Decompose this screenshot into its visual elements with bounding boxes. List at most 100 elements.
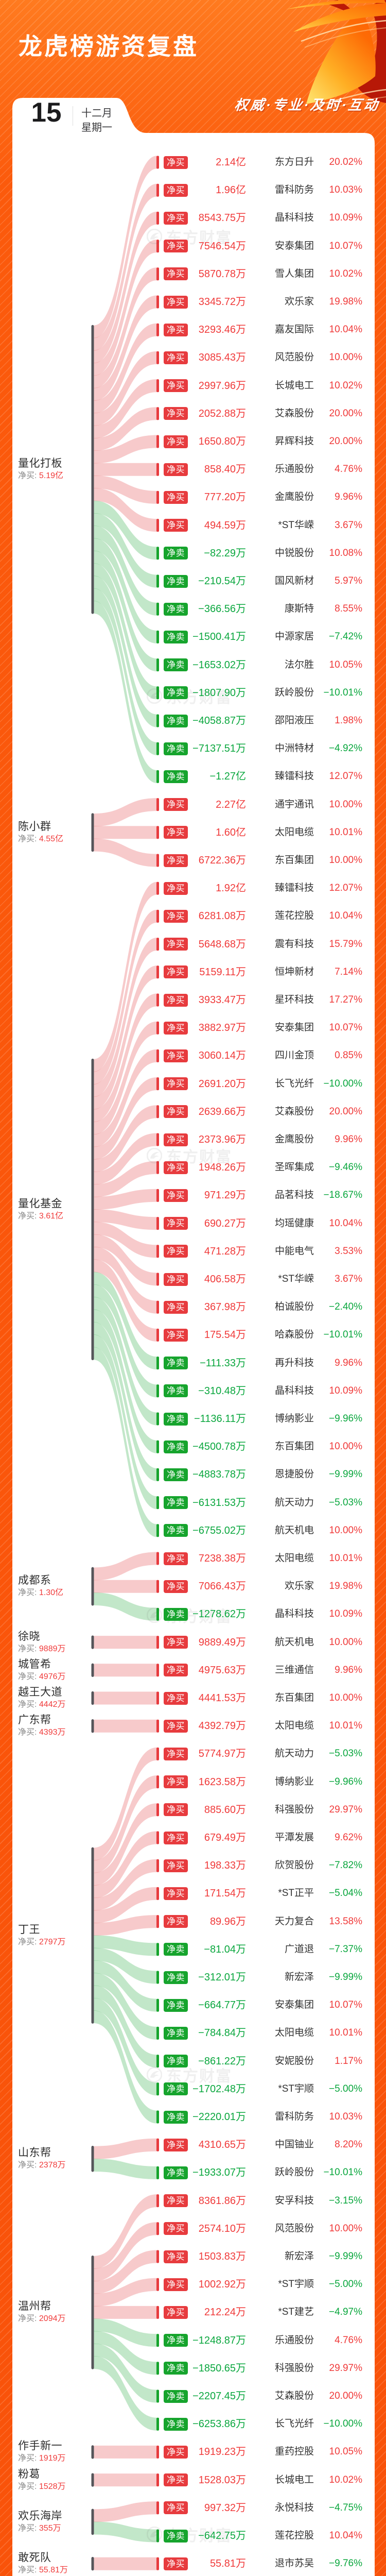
row-stock-name[interactable]: 雪人集团: [274, 268, 314, 279]
row-stock-name[interactable]: 长飞光纤: [274, 1078, 314, 1089]
row-amount: 367.98万: [204, 1301, 246, 1313]
row-stock-name[interactable]: 安孚科技: [274, 2195, 314, 2206]
row-stock-name[interactable]: 莲花控股: [274, 910, 314, 922]
row-stock-name[interactable]: 东百集团: [274, 1441, 314, 1452]
buy-badge: 净买: [164, 1719, 188, 1733]
row-stock-name[interactable]: 欢乐家: [284, 296, 314, 307]
row-stock-name[interactable]: 风范股份: [274, 2223, 314, 2234]
row-stock-name[interactable]: *ST正平: [278, 1888, 314, 1899]
row-stock-name[interactable]: 欢乐家: [284, 1581, 314, 1592]
row-amount: 7066.43万: [198, 1581, 246, 1592]
row-stock-name[interactable]: 中源家居: [274, 631, 314, 642]
buy-badge: 净买: [164, 1273, 188, 1286]
row-stock-name[interactable]: 退市苏吴: [274, 2558, 314, 2569]
row-stock-name[interactable]: 太阳电缆: [274, 1720, 314, 1732]
row-stock-name[interactable]: 广道退: [284, 1943, 314, 1955]
row-stock-name[interactable]: 法尔胜: [284, 659, 314, 670]
row-stock-name[interactable]: 中洲特材: [274, 743, 314, 754]
row-stock-name[interactable]: 中能电气: [274, 1245, 314, 1257]
row-stock-name[interactable]: 恒坤新材: [274, 966, 314, 977]
row-amount: −784.84万: [198, 2027, 246, 2039]
row-stock-name[interactable]: 哈森股份: [274, 1329, 314, 1341]
row-stock-name[interactable]: 三维通信: [274, 1664, 314, 1675]
row-stock-name[interactable]: *ST华嵘: [278, 1274, 314, 1284]
row-stock-name[interactable]: 金鹰股份: [274, 1134, 314, 1145]
row-stock-name[interactable]: 艾森股份: [274, 2391, 314, 2401]
row-stock-name[interactable]: 艾森股份: [274, 408, 314, 419]
row-amount: −366.56万: [198, 603, 246, 615]
row-stock-name[interactable]: 国风新材: [274, 575, 314, 586]
row-stock-name[interactable]: 航天机电: [274, 1524, 314, 1536]
row-stock-name[interactable]: 东方日升: [274, 157, 314, 167]
row-stock-name[interactable]: 圣晖集成: [274, 1162, 314, 1173]
row-stock-name[interactable]: 长城电工: [274, 380, 314, 391]
row-stock-name[interactable]: 中国铀业: [274, 2139, 314, 2150]
row-stock-name[interactable]: 跃岭股份: [274, 687, 314, 698]
row-stock-name[interactable]: 再升科技: [274, 1357, 314, 1368]
row-stock-name[interactable]: 太阳电缆: [274, 826, 314, 838]
row-stock-name[interactable]: 晶科科技: [274, 1608, 314, 1620]
row-change-percent: 10.02%: [329, 2474, 362, 2485]
row-stock-name[interactable]: 雷科防务: [274, 184, 314, 196]
row-stock-name[interactable]: 昇辉科技: [274, 436, 314, 447]
row-stock-name[interactable]: 重药控股: [274, 2446, 314, 2458]
row-stock-name[interactable]: 东百集团: [274, 855, 314, 866]
row-stock-name[interactable]: 太阳电缆: [274, 2027, 314, 2039]
row-stock-name[interactable]: 邵阳液压: [274, 715, 314, 726]
row-stock-name[interactable]: *ST建艺: [278, 2307, 314, 2318]
row-stock-name[interactable]: 永悦科技: [274, 2502, 314, 2513]
row-stock-name[interactable]: 四川金顶: [274, 1050, 314, 1061]
row-stock-name[interactable]: 博纳影业: [274, 1413, 314, 1424]
row-stock-name[interactable]: 太阳电缆: [274, 1553, 314, 1564]
row-stock-name[interactable]: 嘉友国际: [274, 324, 314, 335]
row-stock-name[interactable]: 长飞光纤: [274, 2418, 314, 2430]
row-stock-name[interactable]: 安泰集团: [274, 240, 314, 251]
sell-badge: 净卖: [164, 2389, 188, 2403]
row-stock-name[interactable]: 欣贺股份: [274, 1860, 314, 1871]
row-stock-name[interactable]: 博纳影业: [274, 1776, 314, 1787]
row-stock-name[interactable]: 均瑶健康: [274, 1217, 314, 1229]
sell-badge: 净卖: [164, 1468, 188, 1481]
row-stock-name[interactable]: 品茗科技: [274, 1190, 314, 1201]
row-stock-name[interactable]: 安泰集团: [274, 1999, 314, 2011]
buy-badge: 净买: [164, 1133, 188, 1146]
row-stock-name[interactable]: 震有科技: [274, 938, 314, 950]
row-stock-name[interactable]: 风范股份: [274, 352, 314, 363]
row-stock-name[interactable]: 金鹰股份: [274, 492, 314, 503]
row-stock-name[interactable]: 乐通股份: [274, 464, 314, 475]
row-change-percent: 10.04%: [329, 1217, 362, 1229]
row-stock-name[interactable]: 长城电工: [274, 2474, 314, 2485]
row-stock-name[interactable]: 平潭发展: [274, 1832, 314, 1843]
row-stock-name[interactable]: *ST宇顺: [278, 2083, 314, 2094]
row-stock-name[interactable]: 跃岭股份: [274, 2167, 314, 2178]
row-stock-name[interactable]: 星环科技: [274, 994, 314, 1005]
row-stock-name[interactable]: 航天动力: [274, 1748, 314, 1759]
row-stock-name[interactable]: 柏诚股份: [274, 1301, 314, 1313]
row-stock-name[interactable]: 晶科科技: [274, 212, 314, 224]
row-stock-name[interactable]: 康斯特: [284, 603, 314, 615]
row-stock-name[interactable]: 中锐股份: [274, 547, 314, 558]
row-stock-name[interactable]: 新宏泽: [284, 2251, 314, 2262]
row-stock-name[interactable]: 新宏泽: [284, 1972, 314, 1982]
row-stock-name[interactable]: 艾森股份: [274, 1106, 314, 1117]
row-stock-name[interactable]: 科强股份: [274, 2362, 314, 2374]
row-stock-name[interactable]: 航天机电: [274, 1636, 314, 1648]
row-stock-name[interactable]: 通宇通讯: [274, 799, 314, 810]
row-stock-name[interactable]: 东百集团: [274, 1692, 314, 1703]
row-stock-name[interactable]: 乐通股份: [274, 2334, 314, 2346]
row-stock-name[interactable]: 雷科防务: [274, 2111, 314, 2122]
row-stock-name[interactable]: 天力复合: [274, 1916, 314, 1927]
row-stock-name[interactable]: 安泰集团: [274, 1022, 314, 1033]
row-stock-name[interactable]: 航天动力: [274, 1497, 314, 1508]
row-stock-name[interactable]: 晶科科技: [274, 1385, 314, 1396]
row-stock-name[interactable]: 恩捷股份: [274, 1469, 314, 1480]
row-stock-name[interactable]: 臻镭科技: [274, 771, 314, 782]
group-net-amount: 2094万: [39, 2314, 66, 2324]
row-stock-name[interactable]: 莲花控股: [274, 2530, 314, 2541]
row-stock-name[interactable]: 科强股份: [274, 1804, 314, 1815]
row-stock-name[interactable]: 臻镭科技: [274, 883, 314, 894]
row-stock-name[interactable]: 安妮股份: [274, 2055, 314, 2066]
row-stock-name[interactable]: *ST华嵘: [278, 519, 314, 531]
row-stock-name[interactable]: *ST宇顺: [278, 2279, 314, 2290]
